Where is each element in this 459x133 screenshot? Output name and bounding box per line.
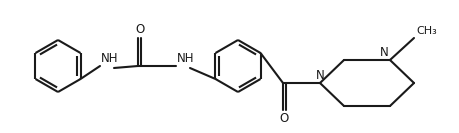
Text: O: O xyxy=(280,112,289,125)
Text: CH₃: CH₃ xyxy=(416,26,437,36)
Text: N: N xyxy=(316,69,325,82)
Text: NH: NH xyxy=(177,52,195,65)
Text: N: N xyxy=(380,46,389,59)
Text: NH: NH xyxy=(101,52,118,65)
Text: O: O xyxy=(135,23,144,36)
